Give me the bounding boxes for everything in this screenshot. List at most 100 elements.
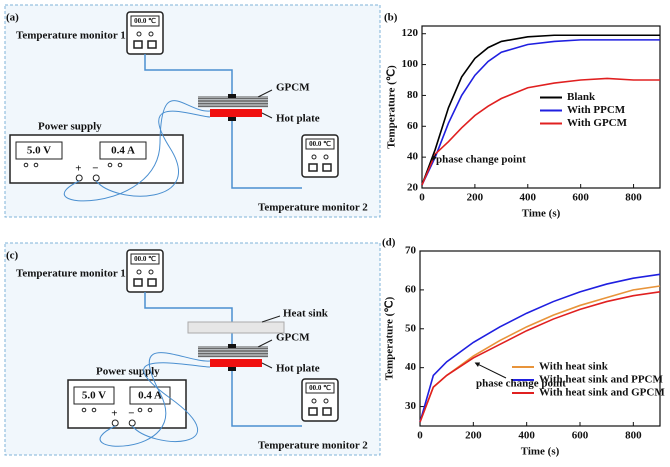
legend-label: With heat sink (539, 361, 609, 373)
y-axis-label: Temperature (℃) (386, 65, 398, 149)
display (15, 141, 63, 160)
knob (81, 407, 87, 413)
button (322, 407, 332, 416)
panel-label: (d) (382, 237, 396, 249)
leader (257, 89, 273, 98)
display (129, 386, 171, 405)
wire (99, 352, 211, 447)
leader (261, 315, 281, 323)
annotation-arrow (474, 362, 507, 379)
knob (311, 398, 317, 404)
hot-plate (210, 109, 262, 117)
knob (91, 407, 97, 413)
x-tick-label: 400 (518, 430, 535, 442)
y-tick-label: 20 (407, 182, 419, 194)
knob (323, 398, 329, 404)
panel-label: (c) (6, 250, 19, 262)
y-tick-label: 40 (407, 151, 419, 163)
wire (231, 371, 302, 427)
y-tick-label: 60 (405, 283, 417, 295)
y-tick-label: 60 (407, 120, 419, 132)
knob (148, 269, 154, 275)
button (133, 278, 143, 287)
knob (23, 162, 29, 168)
display-value: 5.0 V (82, 390, 106, 402)
button (133, 40, 143, 49)
terminal (128, 419, 136, 427)
x-tick-label: 400 (520, 192, 537, 204)
terminal (92, 174, 100, 182)
display (73, 386, 115, 405)
x-tick-label: 800 (625, 192, 642, 204)
monitor-label: Temperature monitor 2 (258, 202, 368, 214)
wire (131, 362, 211, 442)
series-line (419, 291, 661, 423)
x-tick-label: 600 (572, 430, 589, 442)
monitor-display: 00.0 ℃ (134, 17, 156, 25)
series-line (421, 39, 660, 186)
knob (311, 154, 317, 160)
material-label: GPCM (276, 82, 310, 94)
monitor-display: 00.0 ℃ (309, 140, 331, 148)
wire (95, 110, 211, 197)
display-value: 5.0 V (27, 145, 51, 157)
material-label: GPCM (276, 332, 310, 344)
monitor-display: 00.0 ℃ (134, 255, 156, 263)
series-line (419, 273, 661, 423)
monitor-screen (305, 382, 335, 394)
minus: − (128, 408, 134, 420)
x-tick-label: 800 (625, 430, 642, 442)
series-line (421, 34, 660, 186)
annotation-arrow (432, 153, 437, 161)
probe (228, 94, 236, 98)
y-tick-label: 120 (402, 27, 419, 39)
probe (228, 117, 236, 121)
button (147, 278, 157, 287)
annotation: phase change point (476, 378, 566, 390)
legend-label: With GPCM (567, 117, 628, 129)
y-tick-label: 50 (405, 322, 417, 334)
wire (63, 100, 211, 202)
x-tick-label: 200 (467, 192, 484, 204)
legend-label: With heat sink and GPCM (539, 387, 665, 399)
y-tick-label: 30 (405, 400, 417, 412)
y-tick-label: 100 (402, 58, 419, 70)
display (99, 141, 147, 160)
plus: + (75, 163, 81, 175)
x-tick-label: 0 (419, 192, 425, 204)
wire (231, 121, 302, 189)
series-line (421, 77, 660, 186)
button (308, 407, 318, 416)
probe (228, 344, 236, 348)
panel-label: (a) (6, 12, 19, 24)
monitor-label: Temperature monitor 2 (258, 440, 368, 452)
monitor-screen (305, 138, 335, 150)
knob (33, 162, 39, 168)
minus: − (92, 163, 98, 175)
knob (323, 154, 329, 160)
display-value: 0.4 A (111, 145, 135, 157)
y-tick-label: 70 (405, 245, 417, 257)
monitor-label: Temperature monitor 1 (16, 268, 126, 280)
knob (107, 162, 113, 168)
legend-label: Blank (567, 91, 596, 103)
knob (147, 407, 153, 413)
knob (117, 162, 123, 168)
monitor-display: 00.0 ℃ (309, 384, 331, 392)
leader (257, 339, 273, 348)
heat-sink-label: Heat sink (283, 308, 329, 320)
panel-label: (b) (384, 12, 398, 24)
x-axis-label: Time (s) (522, 208, 561, 220)
button (147, 40, 157, 49)
y-axis-label: Temperature (℃) (384, 296, 396, 380)
button (308, 163, 318, 172)
x-tick-label: 200 (465, 430, 482, 442)
y-tick-label: 40 (405, 361, 417, 373)
terminal (75, 174, 83, 182)
probe (228, 367, 236, 371)
x-tick-label: 0 (417, 430, 423, 442)
wire (144, 54, 233, 96)
hot-plate (210, 359, 262, 367)
plot-frame (419, 250, 661, 427)
